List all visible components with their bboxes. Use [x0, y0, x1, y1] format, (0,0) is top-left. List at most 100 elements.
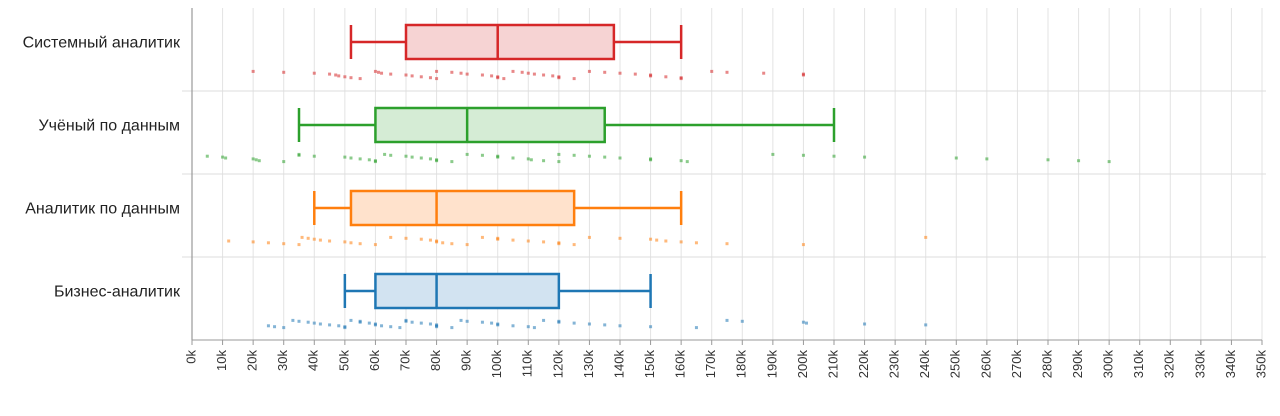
data-point [694, 326, 698, 330]
x-tick-label: 160k [673, 350, 688, 379]
data-point [300, 235, 304, 239]
data-point-layer [205, 69, 1111, 330]
x-tick-label: 70k [397, 350, 412, 371]
data-point [428, 157, 432, 161]
data-point [542, 240, 546, 244]
data-point [224, 156, 228, 160]
data-point [254, 158, 258, 162]
data-point [480, 153, 484, 157]
data-point [542, 159, 546, 163]
data-point [572, 321, 576, 325]
data-point [404, 154, 408, 158]
data-point [679, 240, 683, 244]
data-point [863, 322, 867, 326]
x-tick-label: 250k [948, 350, 963, 379]
data-point [373, 243, 377, 247]
data-point [480, 235, 484, 239]
x-tick-label: 110k [520, 350, 535, 378]
data-point [404, 73, 408, 77]
data-point [480, 320, 484, 324]
data-point [349, 241, 353, 245]
data-point [297, 243, 301, 247]
category-label: Учёный по данным [38, 117, 180, 134]
data-point [496, 155, 500, 159]
data-point [306, 320, 310, 324]
data-point [801, 73, 805, 77]
x-tick-label: 230k [887, 350, 902, 379]
data-point [511, 69, 515, 73]
data-point [435, 77, 439, 81]
x-tick-label: 290k [1070, 350, 1085, 379]
data-point [603, 323, 607, 327]
data-point [459, 71, 463, 75]
data-point [205, 154, 209, 158]
data-point [273, 325, 277, 329]
data-point [282, 242, 286, 246]
data-point [649, 158, 653, 162]
data-point [410, 320, 414, 324]
x-tick-label: 340k [1223, 350, 1238, 379]
data-point [435, 325, 439, 329]
data-point [863, 155, 867, 159]
data-point [1077, 159, 1081, 163]
category-label: Системный аналитик [23, 34, 181, 51]
data-point [618, 324, 622, 328]
x-tick-label: 170k [703, 350, 718, 379]
data-point [526, 71, 530, 75]
data-point [587, 154, 591, 158]
data-point [511, 238, 515, 242]
data-point [389, 325, 393, 329]
data-point [221, 155, 225, 159]
data-point [318, 238, 322, 242]
data-point [282, 70, 286, 74]
x-tick-label: 280k [1039, 350, 1054, 379]
category-label: Аналитик по данным [25, 200, 180, 217]
data-point [450, 70, 454, 74]
box-layer [297, 23, 836, 310]
data-point [679, 159, 683, 163]
x-tick-label: 60k [367, 350, 382, 371]
x-tick-label: 320k [1162, 350, 1177, 379]
data-point [954, 156, 958, 160]
data-point [649, 325, 653, 329]
x-tick-label: 80k [428, 350, 443, 371]
data-point [380, 71, 384, 75]
data-point [557, 242, 561, 246]
x-tick-label: 10k [214, 350, 229, 371]
x-tick-label: 90k [459, 350, 474, 371]
data-point [725, 70, 729, 74]
data-point [404, 236, 408, 240]
data-point [441, 241, 445, 245]
data-point [496, 323, 500, 327]
data-point [740, 319, 744, 323]
data-point [804, 321, 808, 325]
data-point [664, 75, 668, 79]
data-point [266, 241, 270, 245]
data-point [343, 326, 347, 330]
data-point [725, 242, 729, 246]
data-point [557, 160, 561, 164]
x-tick-label: 200k [795, 350, 810, 379]
data-point [328, 323, 332, 327]
x-tick-label: 130k [581, 350, 596, 379]
data-point [496, 237, 500, 241]
data-point [389, 235, 393, 239]
data-point [490, 321, 494, 325]
data-point [419, 156, 423, 160]
data-point [419, 237, 423, 241]
data-point [435, 240, 439, 244]
data-point [334, 73, 338, 77]
data-point [496, 76, 500, 80]
data-point [343, 155, 347, 159]
data-point [694, 241, 698, 245]
data-point [832, 154, 836, 158]
data-point [664, 239, 668, 243]
data-point [367, 321, 371, 325]
x-tick-label: 100k [489, 350, 504, 379]
data-point [318, 322, 322, 326]
data-point [428, 238, 432, 242]
data-point [383, 152, 387, 156]
iqr-box [374, 272, 561, 310]
data-point [685, 160, 689, 164]
